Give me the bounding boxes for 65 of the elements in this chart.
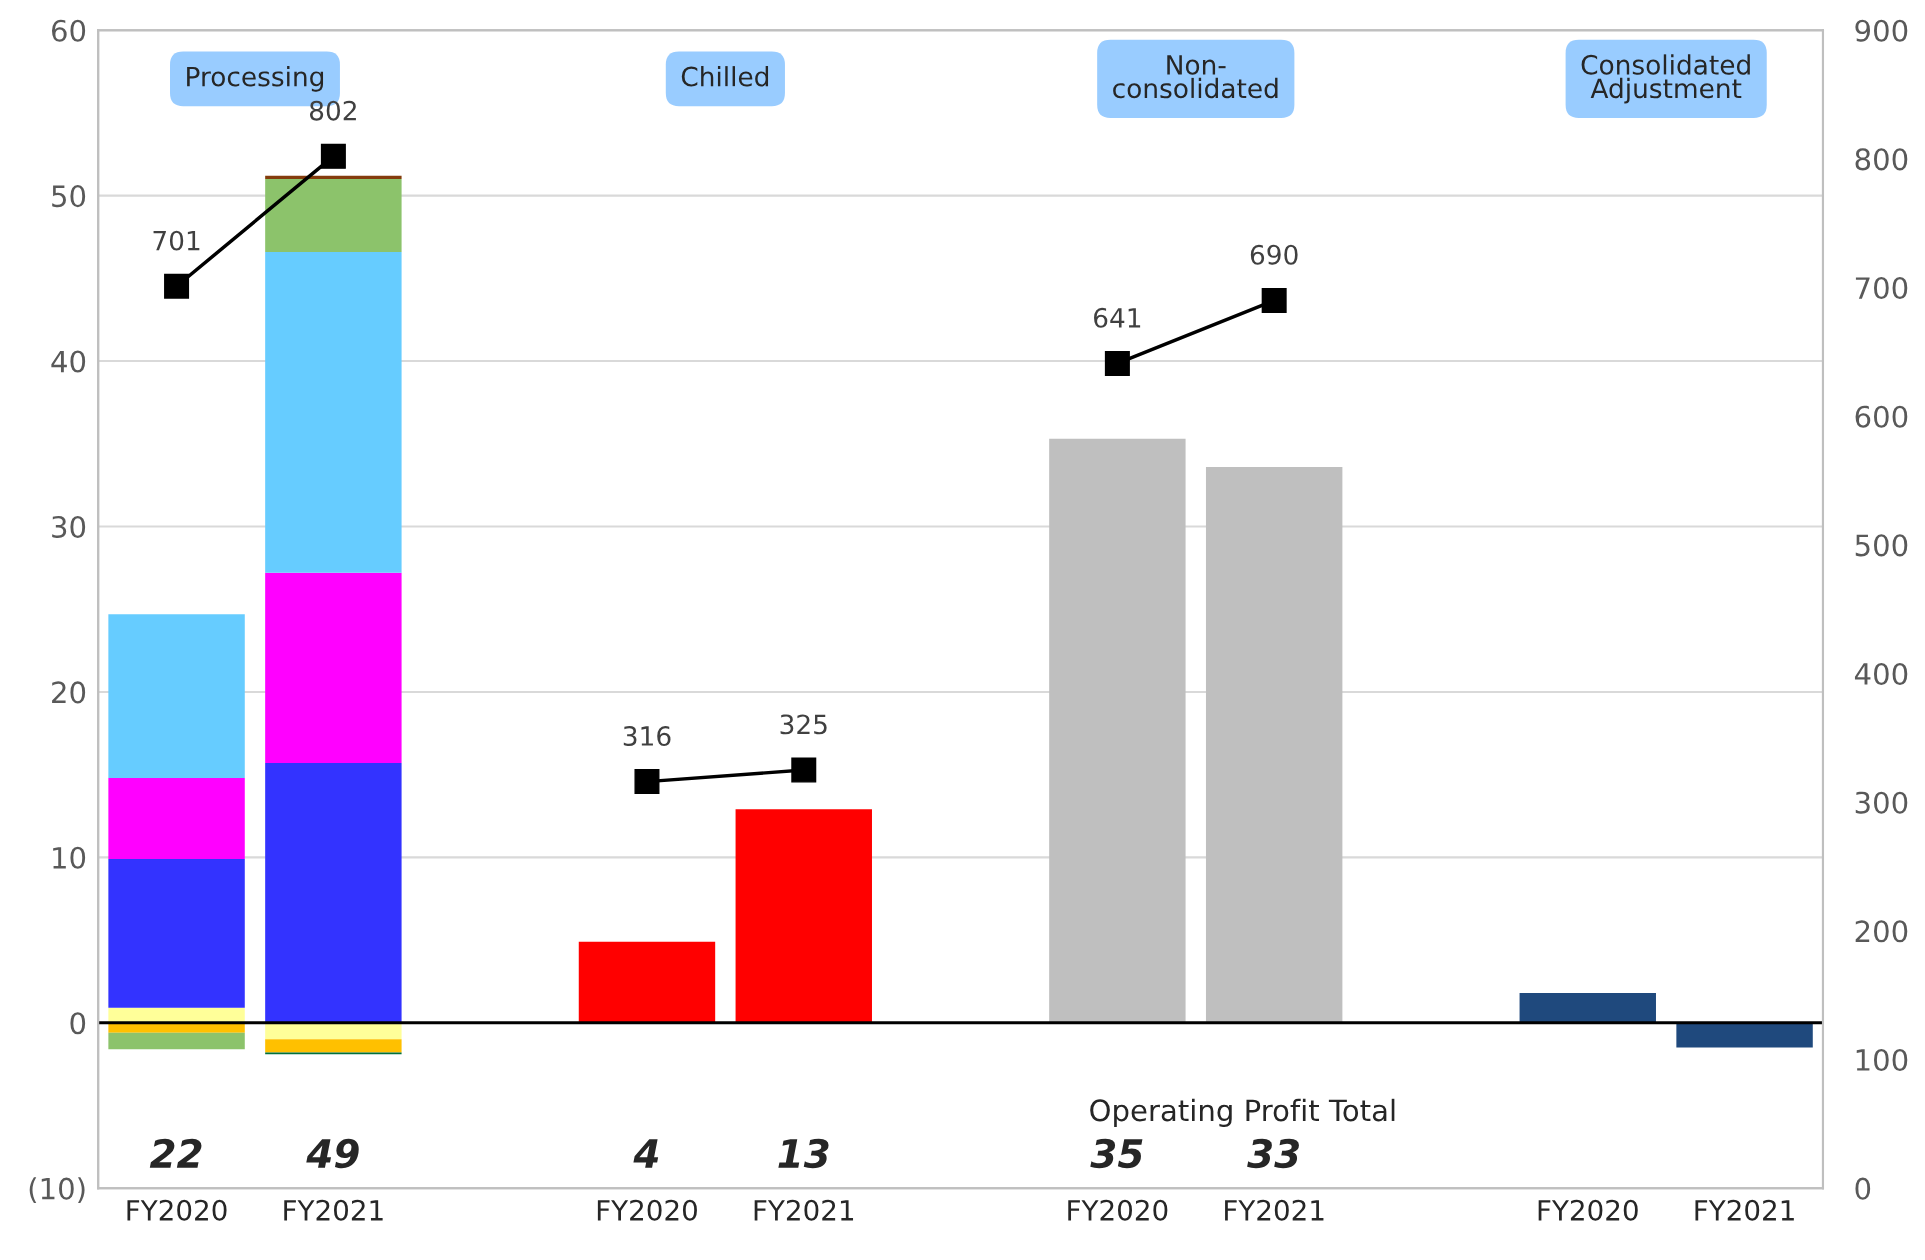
data-label: 802	[309, 100, 356, 121]
y-tick-label: 0	[70, 1012, 86, 1035]
y-tick-label: 50	[52, 185, 86, 208]
y2-tick-label: 400	[1854, 662, 1908, 686]
data-label: 690	[1250, 244, 1298, 265]
point	[791, 757, 817, 783]
annotation: Chilled	[681, 66, 769, 87]
bar	[1519, 992, 1656, 1023]
y2-tick-label: 500	[1855, 534, 1908, 557]
bar	[735, 809, 872, 1023]
bar	[265, 763, 402, 1023]
x-tick-label: FY2021	[1695, 1199, 1794, 1221]
y2-tick-label: 300	[1855, 791, 1908, 814]
annotation: Operating Profit Total	[1090, 1098, 1395, 1128]
data-label: 325	[780, 714, 827, 735]
total-label: 4	[633, 1139, 659, 1168]
annotation: Consolidated Adjustment	[1581, 54, 1750, 104]
data-label: 316	[623, 725, 671, 746]
x-tick-label: FY2021	[284, 1199, 383, 1221]
bar	[1676, 1022, 1813, 1048]
bar	[265, 1039, 402, 1053]
bar	[108, 1032, 245, 1050]
y-tick-label: 20	[52, 681, 86, 704]
y-tick-label: 10	[53, 846, 86, 869]
total-label: 49	[306, 1138, 359, 1169]
point	[634, 769, 660, 795]
point	[1104, 350, 1130, 376]
y2-tick-label: 700	[1855, 276, 1908, 300]
bar	[108, 777, 245, 859]
y-tick-label: (10)	[29, 1177, 85, 1204]
bar	[265, 251, 402, 573]
y2-tick-label: 800	[1855, 148, 1908, 171]
annotation: Processing	[187, 66, 324, 92]
total-label: 13	[778, 1138, 829, 1169]
x-tick-label: FY2020	[1068, 1199, 1168, 1221]
x-tick-label: FY2020	[127, 1199, 227, 1221]
y2-tick-label: 600	[1855, 405, 1908, 428]
bar	[1049, 438, 1186, 1023]
bar	[265, 179, 402, 252]
y-tick-label: 40	[51, 350, 86, 373]
y2-tick-label: 0	[1855, 1177, 1871, 1200]
bar	[265, 572, 402, 764]
x-tick-label: FY2021	[1225, 1199, 1324, 1221]
y-tick-label: 30	[52, 515, 86, 538]
y2-tick-label: 900	[1855, 19, 1908, 42]
total-label: 33	[1247, 1138, 1299, 1169]
y-tick-label: 60	[51, 19, 86, 42]
data-label: 641	[1094, 307, 1141, 328]
point	[320, 143, 346, 169]
annotation: Non- consolidated	[1113, 55, 1278, 99]
y2-tick-label: 200	[1855, 920, 1908, 943]
x-tick-label: FY2020	[597, 1199, 697, 1221]
total-label: 22	[149, 1138, 202, 1168]
y2-tick-label: 100	[1856, 1048, 1908, 1072]
bar	[1205, 466, 1343, 1023]
x-tick-label: FY2020	[1538, 1199, 1638, 1221]
data-label: 701	[153, 230, 200, 251]
bar	[108, 614, 245, 778]
point	[164, 273, 190, 299]
bar	[108, 858, 245, 1008]
bar	[265, 1022, 402, 1040]
point	[1261, 287, 1287, 313]
x-tick-label: FY2021	[754, 1199, 854, 1221]
bar	[578, 941, 716, 1023]
total-label: 35	[1090, 1138, 1143, 1169]
